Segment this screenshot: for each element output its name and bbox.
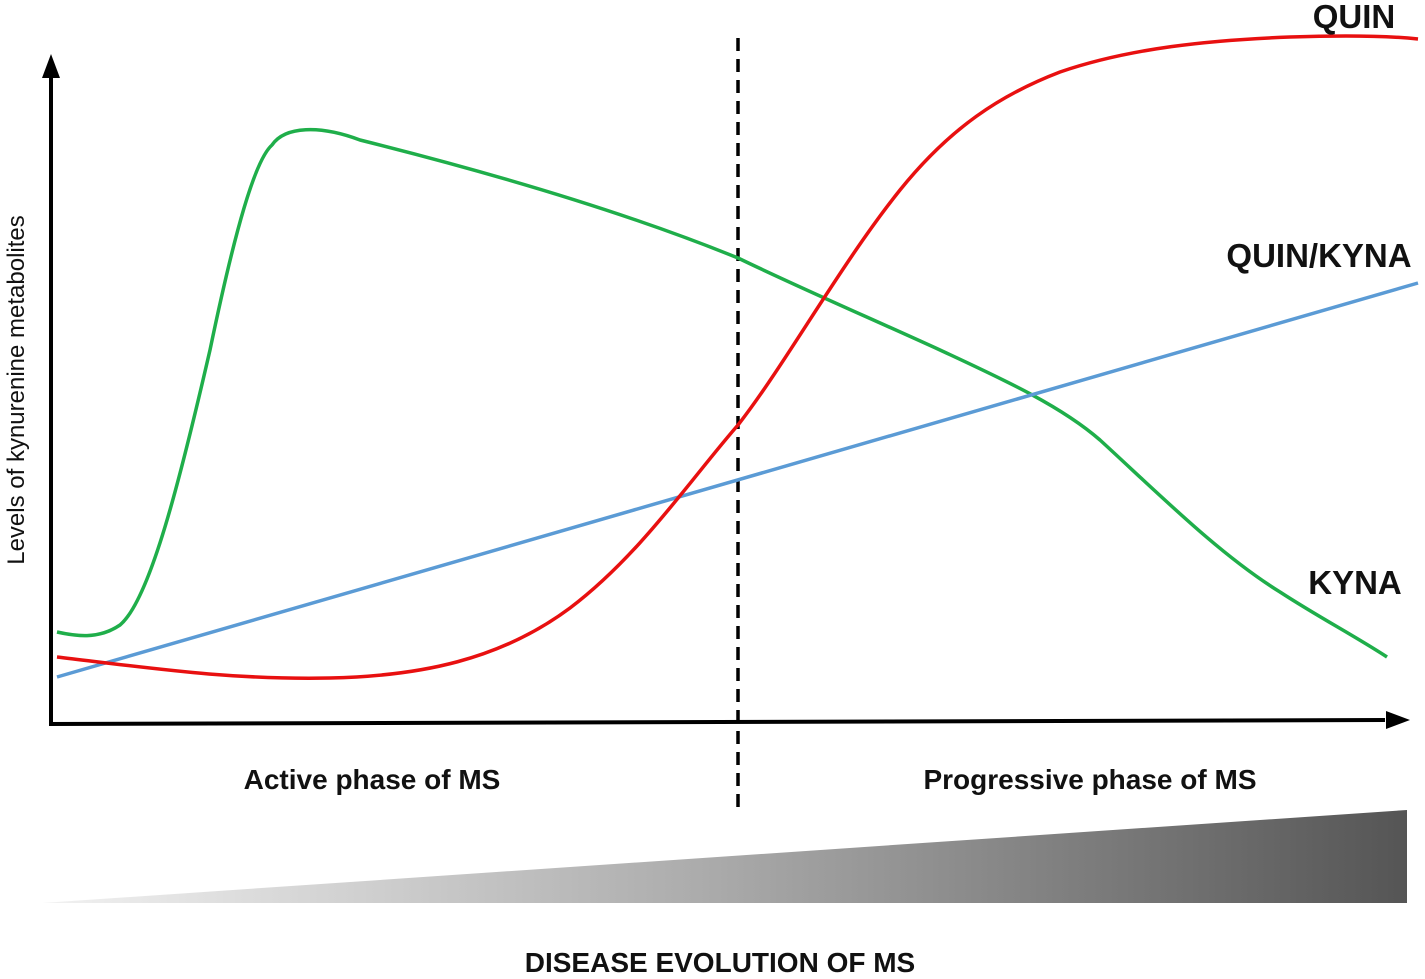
progressive-phase-label: Progressive phase of MS (923, 764, 1256, 795)
x-axis-line (48, 718, 1386, 726)
disease-evolution-wedge (42, 810, 1407, 903)
y-axis-arrowhead (42, 54, 60, 78)
y-axis-title: Levels of kynurenine metabolites (3, 215, 30, 565)
active-phase-label: Active phase of MS (244, 764, 501, 795)
quin-kyna-ratio-line (56, 281, 1419, 679)
kyna-label: KYNA (1308, 564, 1402, 601)
quin-kyna-label: QUIN/KYNA (1226, 237, 1411, 274)
quin-curve (56, 34, 1419, 680)
quin-label: QUIN (1313, 0, 1396, 35)
disease-evolution-title: DISEASE EVOLUTION OF MS (525, 947, 915, 978)
kyna-curve (56, 127, 1388, 659)
x-axis-arrowhead (1386, 711, 1410, 729)
